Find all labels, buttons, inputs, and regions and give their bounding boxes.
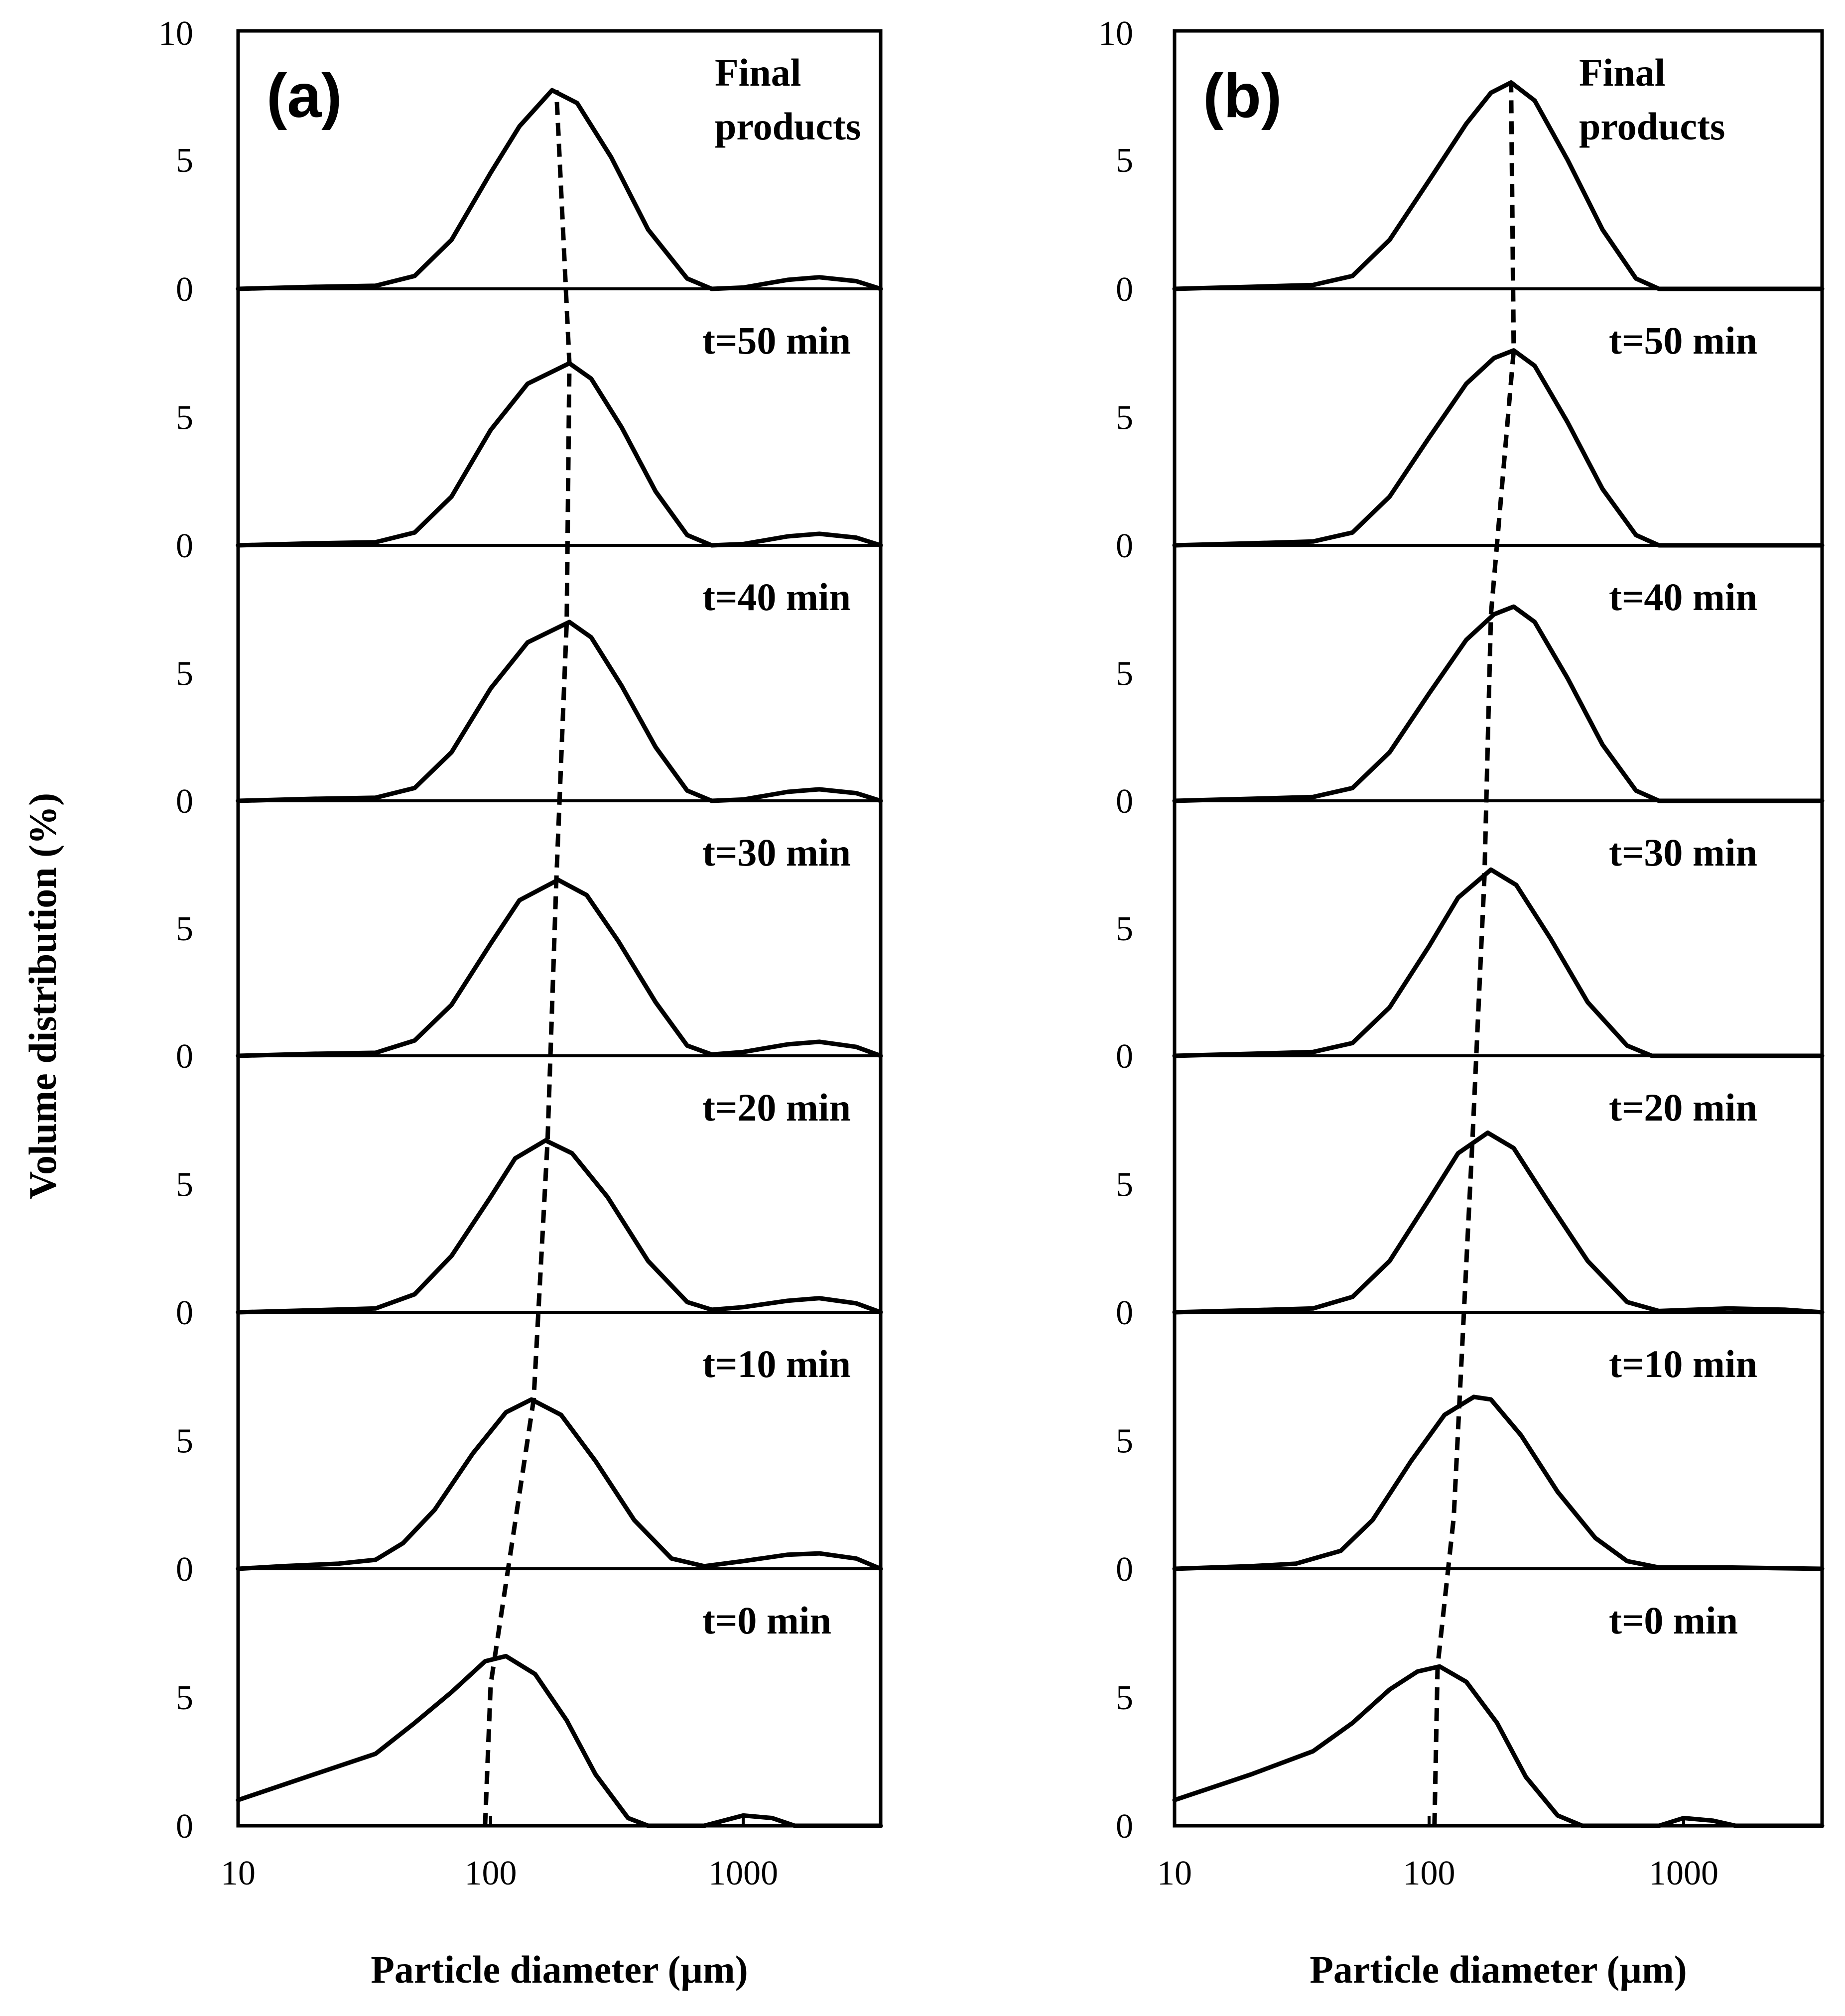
y-tick-label: 5 <box>176 910 193 948</box>
subplot-label: t=30 min <box>1609 831 1757 874</box>
panel-label: (b) <box>1203 62 1282 130</box>
x-tick-label: 100 <box>1403 1854 1455 1892</box>
series-line <box>1172 1394 1825 1571</box>
y-tick-label: 10 <box>1098 14 1133 53</box>
y-tick-label: 5 <box>1116 910 1133 948</box>
y-tick-label: 0 <box>1116 1294 1133 1332</box>
y-tick-label: 0 <box>176 1294 193 1332</box>
y-tick-label: 0 <box>176 270 193 309</box>
y-tick-label: 5 <box>1116 655 1133 693</box>
subplot-label: Final <box>1579 51 1665 94</box>
x-tick-label: 1000 <box>708 1854 778 1892</box>
subplot-label: t=50 min <box>1609 319 1757 362</box>
x-tick-label: 10 <box>1157 1854 1192 1892</box>
subplot-label: t=0 min <box>1609 1599 1738 1642</box>
series-line <box>236 88 883 291</box>
y-tick-label: 5 <box>176 141 193 180</box>
y-tick-label: 5 <box>1116 1679 1133 1717</box>
y-tick-label: 5 <box>176 399 193 437</box>
panel-a: (a) 10 5 0 5 0 5 0 5 0 5 0 5 0 5 0 10 100 1000 Particle dia… <box>158 14 883 1991</box>
series-line <box>236 1653 883 1828</box>
plot-frame <box>236 29 883 1828</box>
y-tick-label: 0 <box>1116 1550 1133 1589</box>
series-line <box>236 620 883 803</box>
y-tick-label: 0 <box>1116 782 1133 821</box>
subplot-label: products <box>1579 105 1725 148</box>
panel-b: (b) 10 5 0 5 0 5 0 5 0 5 0 5 0 5 0 10 100 1000 Particle dia… <box>1098 14 1825 1991</box>
series-line <box>1172 604 1825 803</box>
series-line <box>1172 1131 1825 1315</box>
y-tick-label: 0 <box>1116 1037 1133 1076</box>
series-line <box>236 361 883 548</box>
x-tick-label: 1000 <box>1649 1854 1718 1892</box>
y-tick-label: 5 <box>1116 141 1133 180</box>
subplot-label: t=10 min <box>1609 1342 1757 1386</box>
y-tick-label: 5 <box>1116 1166 1133 1204</box>
subplot-label: products <box>715 105 861 148</box>
series-line <box>1172 80 1825 291</box>
peak-trend-line <box>1432 82 1516 1826</box>
series-line <box>236 1138 883 1315</box>
y-axis-title: Volume distribution (%) <box>21 793 64 1199</box>
x-axis-title: Particle diameter (μm) <box>1310 1948 1687 1991</box>
subplot-label: t=0 min <box>702 1599 831 1642</box>
subplot-label: t=40 min <box>702 575 851 619</box>
y-tick-label: 0 <box>176 1550 193 1589</box>
y-tick-label: 5 <box>1116 1422 1133 1461</box>
y-tick-label: 5 <box>176 1422 193 1461</box>
subplot-label: t=50 min <box>702 319 851 362</box>
x-tick-label: 100 <box>465 1854 517 1892</box>
subplot-label: t=20 min <box>702 1086 851 1129</box>
y-tick-label: 0 <box>176 1807 193 1846</box>
x-tick-label: 10 <box>221 1854 256 1892</box>
y-tick-label: 5 <box>176 1679 193 1717</box>
panel-label: (a) <box>266 62 342 130</box>
series-line <box>1172 348 1825 548</box>
subplot-label: t=40 min <box>1609 575 1757 619</box>
x-axis-title: Particle diameter (μm) <box>371 1948 748 1991</box>
series-line <box>1172 1664 1825 1828</box>
y-tick-label: 5 <box>1116 399 1133 437</box>
series-line <box>1172 867 1825 1058</box>
y-tick-label: 5 <box>176 655 193 693</box>
subplot-label: t=10 min <box>702 1342 851 1386</box>
y-tick-label: 0 <box>176 527 193 565</box>
subplot-label: Final <box>715 51 801 94</box>
y-tick-label: 0 <box>176 782 193 821</box>
subplot-label: t=30 min <box>702 831 851 874</box>
series-line <box>236 878 883 1058</box>
y-tick-label: 5 <box>176 1166 193 1204</box>
peak-trend-line <box>483 90 572 1826</box>
series-line <box>236 1397 883 1571</box>
subplot-label: t=20 min <box>1609 1086 1757 1129</box>
y-tick-label: 0 <box>1116 527 1133 565</box>
plot-frame <box>1173 29 1824 1828</box>
y-tick-label: 0 <box>1116 1807 1133 1846</box>
y-tick-label: 10 <box>158 14 193 53</box>
y-tick-label: 0 <box>176 1037 193 1076</box>
y-tick-label: 0 <box>1116 270 1133 309</box>
